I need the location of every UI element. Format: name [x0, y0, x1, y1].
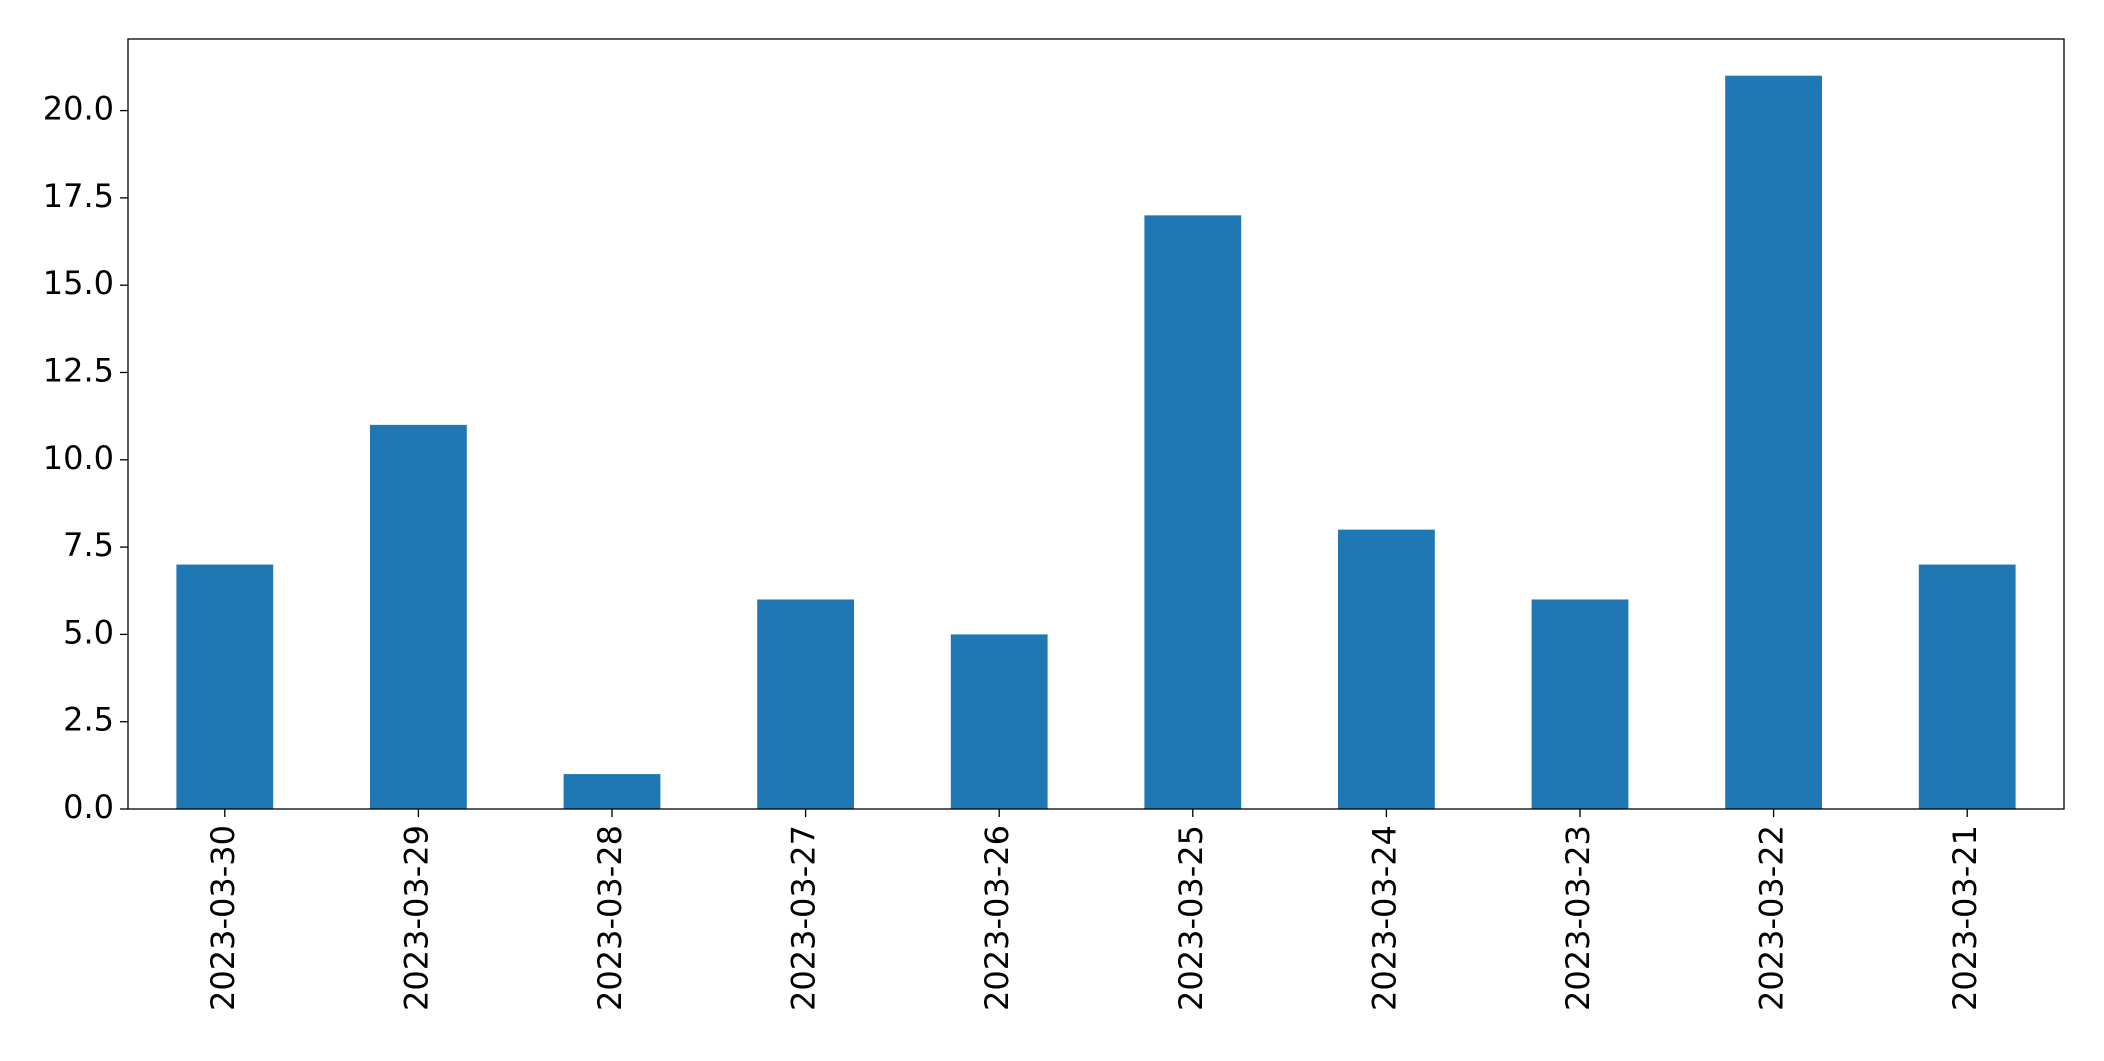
x-tick-label: 2023-03-23 — [1559, 825, 1597, 1011]
bar — [950, 634, 1048, 809]
bar — [757, 599, 854, 809]
x-tick-label: 2023-03-29 — [397, 825, 435, 1011]
bar — [370, 424, 467, 809]
plot-frame — [127, 38, 2065, 810]
x-tick-label: 2023-03-25 — [1172, 825, 1210, 1011]
bar — [1918, 564, 2016, 809]
bar — [1144, 215, 1242, 809]
x-tick-label: 2023-03-27 — [785, 825, 823, 1011]
bar — [1531, 599, 1629, 809]
bar — [176, 564, 274, 809]
x-tick-label: 2023-03-21 — [1946, 825, 1984, 1011]
x-tick-label: 2023-03-24 — [1365, 825, 1403, 1011]
y-tick-label: 7.5 — [63, 526, 114, 564]
x-tick-label: 2023-03-28 — [591, 825, 629, 1011]
y-tick-label: 20.0 — [43, 90, 114, 128]
y-tick-label: 5.0 — [63, 613, 114, 651]
x-tick-label: 2023-03-30 — [204, 825, 242, 1011]
bar — [1338, 529, 1435, 809]
y-tick-label: 17.5 — [43, 177, 114, 215]
y-tick-label: 2.5 — [63, 701, 114, 739]
y-tick-label: 15.0 — [43, 264, 114, 302]
x-tick-label: 2023-03-22 — [1753, 825, 1791, 1011]
y-tick-label: 10.0 — [43, 439, 114, 477]
y-tick-label: 0.0 — [63, 788, 114, 826]
bar — [1725, 75, 1822, 809]
bar — [563, 774, 661, 809]
x-tick-label: 2023-03-26 — [978, 825, 1016, 1011]
y-tick-label: 12.5 — [43, 351, 114, 389]
